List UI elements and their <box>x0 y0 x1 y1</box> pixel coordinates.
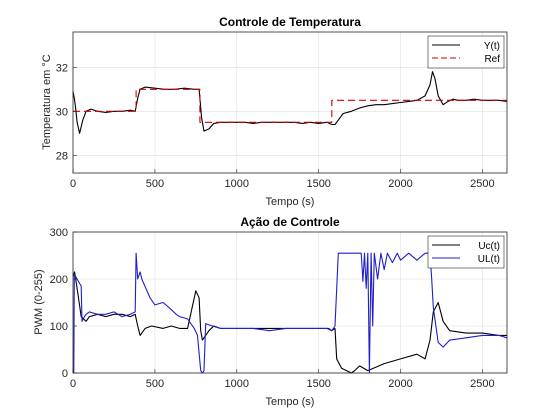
control-x-tick-label: 500 <box>146 378 164 390</box>
temperature-series <box>72 71 508 134</box>
control-plot-frame <box>72 231 508 374</box>
temperature-y-tick-label: 28 <box>56 150 68 162</box>
control-legend: Uc(t) UL(t) <box>427 235 505 269</box>
temperature-x-tick-label: 1500 <box>306 178 330 190</box>
temperature-y-tick-label: 32 <box>56 62 68 74</box>
temperature-x-tick-label: 500 <box>146 178 164 190</box>
control-ticks: 0 500 1000 1500 2000 2500 0 100 200 300 <box>50 227 495 390</box>
temperature-legend: Y(t) Ref <box>427 35 505 69</box>
control-legend-ult-label: UL(t) <box>478 254 500 265</box>
control-x-label: Tempo (s) <box>266 396 315 408</box>
control-legend-box <box>427 235 505 269</box>
temperature-plot-title: Controle de Temperatura <box>219 15 361 29</box>
temperature-ticks: 0 500 1000 1500 2000 2500 28 30 32 <box>56 62 495 190</box>
temperature-legend-box <box>427 35 505 69</box>
control-y-label: PWM (0-255) <box>33 269 45 334</box>
temperature-legend-ref-label: Ref <box>484 54 500 65</box>
control-series-ult-line <box>73 252 508 374</box>
temperature-y-label: Temperatura em °C <box>41 54 53 150</box>
temperature-x-tick-label: 0 <box>70 178 76 190</box>
control-plot: 0 500 1000 1500 2000 2500 0 100 200 300 Ação de C… <box>33 215 508 408</box>
temperature-x-tick-label: 2000 <box>388 178 412 190</box>
temperature-plot: 0 500 1000 1500 2000 2500 28 30 32 Controle de T… <box>41 15 508 208</box>
control-series <box>72 252 508 374</box>
temperature-x-tick-label: 2500 <box>470 178 494 190</box>
temperature-x-tick-label: 1000 <box>225 178 249 190</box>
control-plot-title: Ação de Controle <box>240 215 340 229</box>
temperature-legend-yt-label: Y(t) <box>484 41 500 52</box>
temperature-y-tick-label: 30 <box>56 106 68 118</box>
control-x-tick-label: 0 <box>70 378 76 390</box>
control-x-tick-label: 2500 <box>470 378 494 390</box>
control-x-tick-label: 1500 <box>306 378 330 390</box>
control-y-tick-label: 100 <box>50 321 68 333</box>
temperature-x-label: Tempo (s) <box>266 196 315 208</box>
control-x-tick-label: 1000 <box>225 378 249 390</box>
control-y-tick-label: 300 <box>50 227 68 239</box>
control-legend-uct-label: Uc(t) <box>478 241 500 252</box>
control-x-tick-label: 2000 <box>388 378 412 390</box>
temperature-series-ref-line <box>73 88 507 123</box>
control-y-tick-label: 200 <box>50 274 68 286</box>
temperature-plot-frame <box>72 31 508 174</box>
control-y-tick-label: 0 <box>62 368 68 380</box>
